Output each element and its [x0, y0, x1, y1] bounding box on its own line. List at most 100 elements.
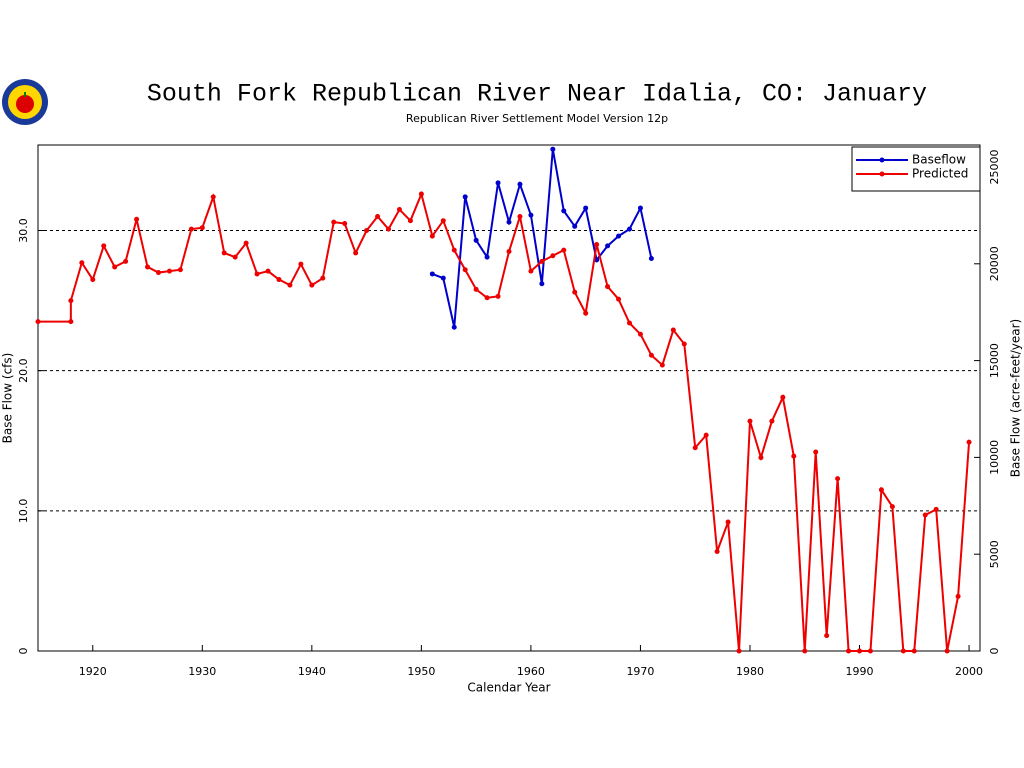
y2-tick-label: 25000 — [988, 149, 1001, 184]
data-point — [331, 219, 337, 225]
data-point — [112, 264, 118, 270]
data-point — [648, 256, 654, 262]
data-point — [944, 648, 950, 654]
data-point — [878, 487, 884, 493]
data-point — [101, 243, 107, 249]
y-tick-label: 0 — [17, 648, 30, 655]
data-point — [681, 341, 687, 347]
y2-tick-label: 15000 — [988, 343, 1001, 378]
data-point — [495, 180, 501, 186]
data-point — [484, 254, 490, 260]
data-point — [813, 449, 819, 455]
data-point — [177, 267, 183, 273]
data-point — [320, 275, 326, 281]
data-point — [342, 220, 348, 226]
data-point — [605, 284, 611, 290]
data-point — [637, 331, 643, 337]
y2-tick-label: 20000 — [988, 246, 1001, 281]
data-point — [254, 271, 260, 277]
y2-axis-label: Base Flow (acre-feet/year) — [1009, 319, 1023, 477]
data-point — [561, 208, 567, 214]
data-point — [90, 277, 96, 283]
data-point — [484, 295, 490, 301]
legend-box — [851, 146, 981, 192]
data-point — [692, 445, 698, 451]
data-point — [451, 247, 457, 253]
series-line — [38, 190, 971, 652]
data-point — [824, 633, 830, 639]
data-point — [561, 247, 567, 253]
data-point — [364, 228, 370, 234]
data-point — [714, 548, 720, 554]
data-point — [79, 260, 85, 266]
data-point — [539, 258, 545, 264]
legend-label: Predicted — [912, 167, 968, 181]
data-point — [550, 146, 556, 152]
data-point — [287, 282, 293, 288]
data-point — [451, 324, 457, 330]
data-point — [145, 264, 151, 270]
y-tick-label: 30.0 — [17, 218, 30, 243]
chart-subtitle: Republican River Settlement Model Versio… — [406, 112, 668, 125]
data-point — [900, 648, 906, 654]
data-point — [123, 258, 129, 264]
x-tick-label: 1950 — [407, 665, 435, 678]
data-point — [539, 281, 545, 287]
data-point — [637, 205, 643, 211]
x-tick-label: 1920 — [79, 665, 107, 678]
data-point — [889, 504, 895, 510]
data-point — [605, 243, 611, 249]
data-point — [966, 439, 972, 445]
x-tick-label: 1990 — [846, 665, 874, 678]
data-point — [867, 648, 873, 654]
data-point — [550, 253, 556, 259]
legend-label: Baseflow — [912, 153, 966, 167]
y2-tick-label: 0 — [988, 648, 1001, 655]
data-point — [462, 267, 468, 273]
data-point — [265, 268, 271, 274]
data-point — [703, 432, 709, 438]
data-point — [758, 455, 764, 461]
y2-tick-label: 10000 — [988, 440, 1001, 475]
data-point — [846, 648, 852, 654]
data-point — [572, 223, 578, 229]
data-point — [68, 319, 74, 325]
data-point — [835, 476, 841, 482]
data-point — [473, 286, 479, 292]
data-point — [386, 226, 392, 232]
data-point — [648, 352, 654, 358]
data-point — [769, 418, 775, 424]
data-point — [857, 648, 863, 654]
data-point — [407, 218, 413, 224]
data-point — [298, 261, 304, 267]
logo-stem — [24, 92, 26, 97]
data-point — [616, 233, 622, 239]
data-point — [155, 270, 161, 276]
data-point — [188, 226, 194, 232]
data-point — [583, 205, 589, 211]
x-tick-label: 2000 — [955, 665, 983, 678]
data-point — [276, 277, 282, 283]
x-tick-label: 1960 — [517, 665, 545, 678]
x-axis-label: Calendar Year — [467, 681, 550, 695]
data-point — [473, 237, 479, 243]
x-tick-label: 1970 — [626, 665, 654, 678]
data-point — [517, 181, 523, 187]
y-axis-label: Base Flow (cfs) — [1, 353, 15, 444]
data-point — [517, 213, 523, 219]
data-point — [462, 194, 468, 200]
data-point — [166, 268, 172, 274]
data-point — [955, 593, 961, 599]
logo-apple — [16, 95, 34, 113]
legend-marker — [879, 157, 885, 163]
data-point — [616, 296, 622, 302]
logo — [2, 79, 48, 125]
data-point — [911, 648, 917, 654]
data-point — [626, 320, 632, 326]
data-point — [791, 453, 797, 459]
data-point — [659, 362, 665, 368]
data-point — [375, 213, 381, 219]
y-tick-label: 20.0 — [17, 358, 30, 383]
